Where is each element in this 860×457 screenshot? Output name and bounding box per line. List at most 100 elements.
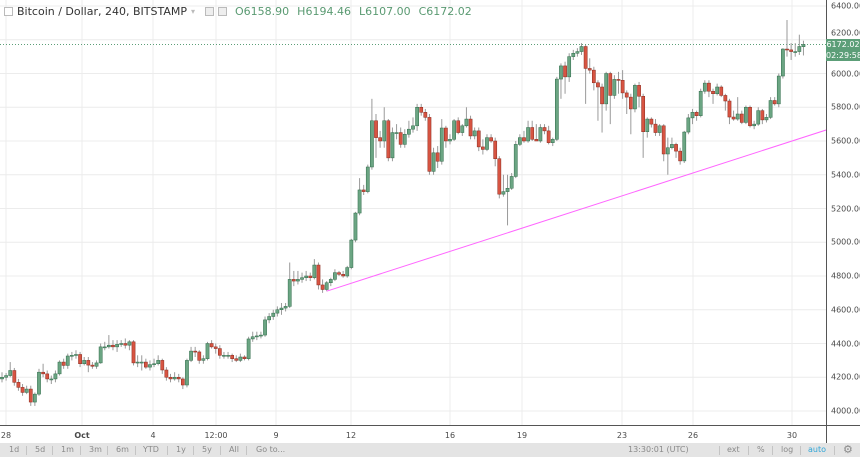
- candle-up: [402, 134, 407, 145]
- candle-down: [583, 46, 588, 69]
- candle-down: [361, 189, 366, 192]
- percent-toggle[interactable]: %: [757, 445, 765, 454]
- divider: [772, 446, 773, 455]
- x-tick-label: 16: [444, 431, 456, 440]
- candle-up: [24, 388, 29, 393]
- x-tick-label: 9: [273, 431, 279, 440]
- range-1y[interactable]: 1y: [176, 445, 186, 454]
- candle-up: [102, 346, 107, 349]
- auto-toggle[interactable]: auto: [808, 445, 827, 454]
- candle-up: [513, 144, 518, 177]
- candle-up: [411, 125, 415, 130]
- candle-down: [624, 92, 629, 98]
- trendline: [326, 129, 826, 292]
- range-3m[interactable]: 3m: [89, 445, 102, 454]
- x-tick-label: 30: [786, 431, 798, 440]
- candle-up: [98, 346, 103, 364]
- candle-down: [522, 137, 526, 142]
- candle-up: [604, 73, 609, 105]
- candle-down: [444, 127, 448, 142]
- candle-up: [665, 147, 670, 155]
- candle-up: [119, 343, 124, 345]
- candle-up: [439, 127, 444, 162]
- range-6m[interactable]: 6m: [116, 445, 129, 454]
- high-value: H6194.46: [297, 5, 351, 18]
- candle-down: [341, 274, 345, 277]
- divider: [107, 446, 108, 455]
- candle-down: [616, 79, 621, 81]
- candle-up: [82, 360, 87, 364]
- settings-icon[interactable]: [218, 7, 227, 16]
- candle-down: [45, 373, 50, 380]
- candle-up: [312, 264, 317, 278]
- candle-up: [690, 112, 695, 119]
- candle-up: [328, 279, 333, 283]
- candle-up: [538, 127, 543, 142]
- candle-down: [674, 144, 678, 152]
- candle-up: [226, 355, 230, 357]
- eye-icon[interactable]: [205, 7, 214, 16]
- candle-up: [107, 344, 111, 348]
- go-to-button[interactable]: Go to...: [256, 445, 286, 454]
- candle-up: [781, 48, 785, 77]
- candle-down: [41, 371, 45, 375]
- symbol-title[interactable]: Bitcoin / Dollar, 240, BITSTAMP: [17, 5, 187, 18]
- collapse-icon[interactable]: [4, 7, 13, 16]
- candle-up: [53, 373, 58, 380]
- candle-down: [789, 49, 793, 52]
- dropdown-icon[interactable]: ▾: [190, 7, 195, 16]
- candle-up: [390, 132, 395, 159]
- log-toggle[interactable]: log: [781, 445, 794, 454]
- candle-up: [148, 364, 152, 368]
- price-chart-plot[interactable]: [0, 0, 826, 425]
- candle-up: [324, 282, 329, 290]
- y-tick-label: 5600.00: [831, 136, 860, 146]
- ext-toggle[interactable]: ext: [727, 445, 740, 454]
- candle-down: [435, 152, 440, 162]
- candle-down: [374, 120, 378, 138]
- candle-down: [12, 370, 17, 383]
- x-tick-label: 4: [150, 431, 156, 440]
- candle-up: [776, 75, 781, 105]
- candle-up: [715, 86, 719, 94]
- candle-down: [637, 85, 641, 97]
- y-tick-label: 6400.00: [831, 1, 860, 11]
- divider: [26, 446, 27, 455]
- low-value: L6107.00: [358, 5, 411, 18]
- candle-down: [694, 112, 699, 116]
- range-all[interactable]: All: [229, 445, 239, 454]
- y-tick-label: 4400.00: [831, 339, 860, 348]
- divider: [719, 446, 720, 455]
- candle-up: [464, 118, 469, 127]
- candle-up: [448, 139, 452, 142]
- candle-down: [476, 130, 481, 148]
- candle-down: [608, 73, 613, 96]
- gear-icon[interactable]: ⚙: [843, 443, 853, 456]
- time-axis[interactable]: 28 Oct 4 12:00 9 12 16 19 23 26 30: [0, 425, 826, 444]
- range-ytd[interactable]: YTD: [143, 445, 159, 454]
- divider: [135, 446, 136, 455]
- candle-up: [752, 123, 756, 127]
- candle-down: [320, 284, 325, 290]
- open-value: O6158.90: [235, 5, 290, 18]
- axis-corner: [826, 425, 860, 444]
- close-value: C6172.02: [418, 5, 472, 18]
- candle-up: [304, 275, 308, 278]
- range-1m[interactable]: 1m: [61, 445, 74, 454]
- candle-down: [641, 96, 646, 132]
- candle-up: [57, 361, 62, 375]
- candle-down: [131, 341, 136, 364]
- x-tick-label: 26: [687, 431, 699, 440]
- range-1d[interactable]: 1d: [9, 445, 20, 454]
- bottom-toolbar: 1d 5d 1m 3m 6m YTD 1y 5y All Go to... 13…: [0, 443, 860, 457]
- candle-up: [431, 152, 436, 172]
- range-5y[interactable]: 5y: [202, 445, 212, 454]
- x-tick-label: 12: [345, 431, 357, 440]
- y-tick-label: 6200.00: [831, 28, 860, 38]
- candle-down: [78, 354, 82, 364]
- price-axis[interactable]: 4000.00 4200.00 4400.00 4600.00 4800.00 5000.…: [826, 0, 860, 425]
- candle-down: [587, 68, 592, 71]
- range-5d[interactable]: 5d: [35, 445, 46, 454]
- chart-legend: Bitcoin / Dollar, 240, BITSTAMP ▾ O6158.…: [4, 5, 472, 18]
- utc-clock[interactable]: 13:30:01 (UTC): [628, 445, 689, 454]
